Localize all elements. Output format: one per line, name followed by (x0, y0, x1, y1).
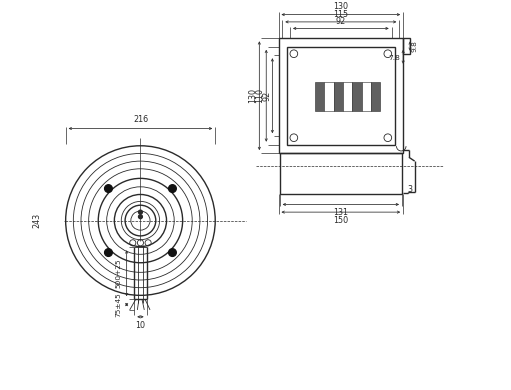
Bar (280, 153, 402, 194)
Circle shape (105, 185, 112, 192)
Text: 130: 130 (248, 88, 257, 103)
Bar (278, 38, 403, 153)
Bar (324, 83, 334, 111)
Text: 10: 10 (135, 321, 146, 330)
Text: 243: 243 (32, 213, 41, 228)
Text: 216: 216 (133, 115, 148, 124)
Circle shape (138, 215, 143, 219)
Text: 131: 131 (333, 208, 349, 217)
Circle shape (169, 249, 176, 256)
Bar (371, 83, 380, 111)
Bar (343, 83, 352, 111)
Text: 3: 3 (407, 184, 412, 193)
Text: 110: 110 (256, 88, 265, 103)
Text: 9.8: 9.8 (412, 40, 418, 52)
Bar (361, 83, 371, 111)
Bar (334, 83, 343, 111)
Text: 150: 150 (333, 216, 349, 225)
Bar (352, 83, 361, 111)
Text: 92: 92 (336, 17, 346, 26)
Text: 130: 130 (333, 2, 349, 11)
Text: 75±45: 75±45 (115, 292, 121, 317)
Circle shape (138, 210, 143, 214)
Text: 115: 115 (333, 10, 349, 19)
Circle shape (169, 185, 176, 192)
Text: 500+25: 500+25 (115, 259, 121, 288)
Text: 7.8: 7.8 (388, 55, 400, 60)
Bar (287, 47, 394, 145)
Text: 92: 92 (263, 90, 272, 101)
Bar (403, 38, 410, 54)
Circle shape (105, 249, 112, 256)
Bar (315, 83, 324, 111)
